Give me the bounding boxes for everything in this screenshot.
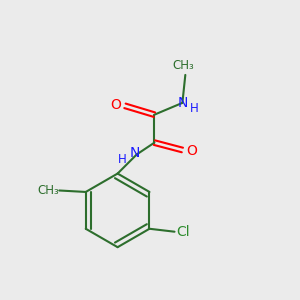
- Text: CH₃: CH₃: [37, 184, 59, 197]
- Text: N: N: [177, 96, 188, 110]
- Text: O: O: [186, 144, 197, 158]
- Text: Cl: Cl: [176, 225, 190, 239]
- Text: H: H: [118, 153, 126, 166]
- Text: CH₃: CH₃: [172, 59, 194, 72]
- Text: O: O: [111, 98, 122, 112]
- Text: H: H: [190, 102, 199, 115]
- Text: N: N: [130, 146, 140, 160]
